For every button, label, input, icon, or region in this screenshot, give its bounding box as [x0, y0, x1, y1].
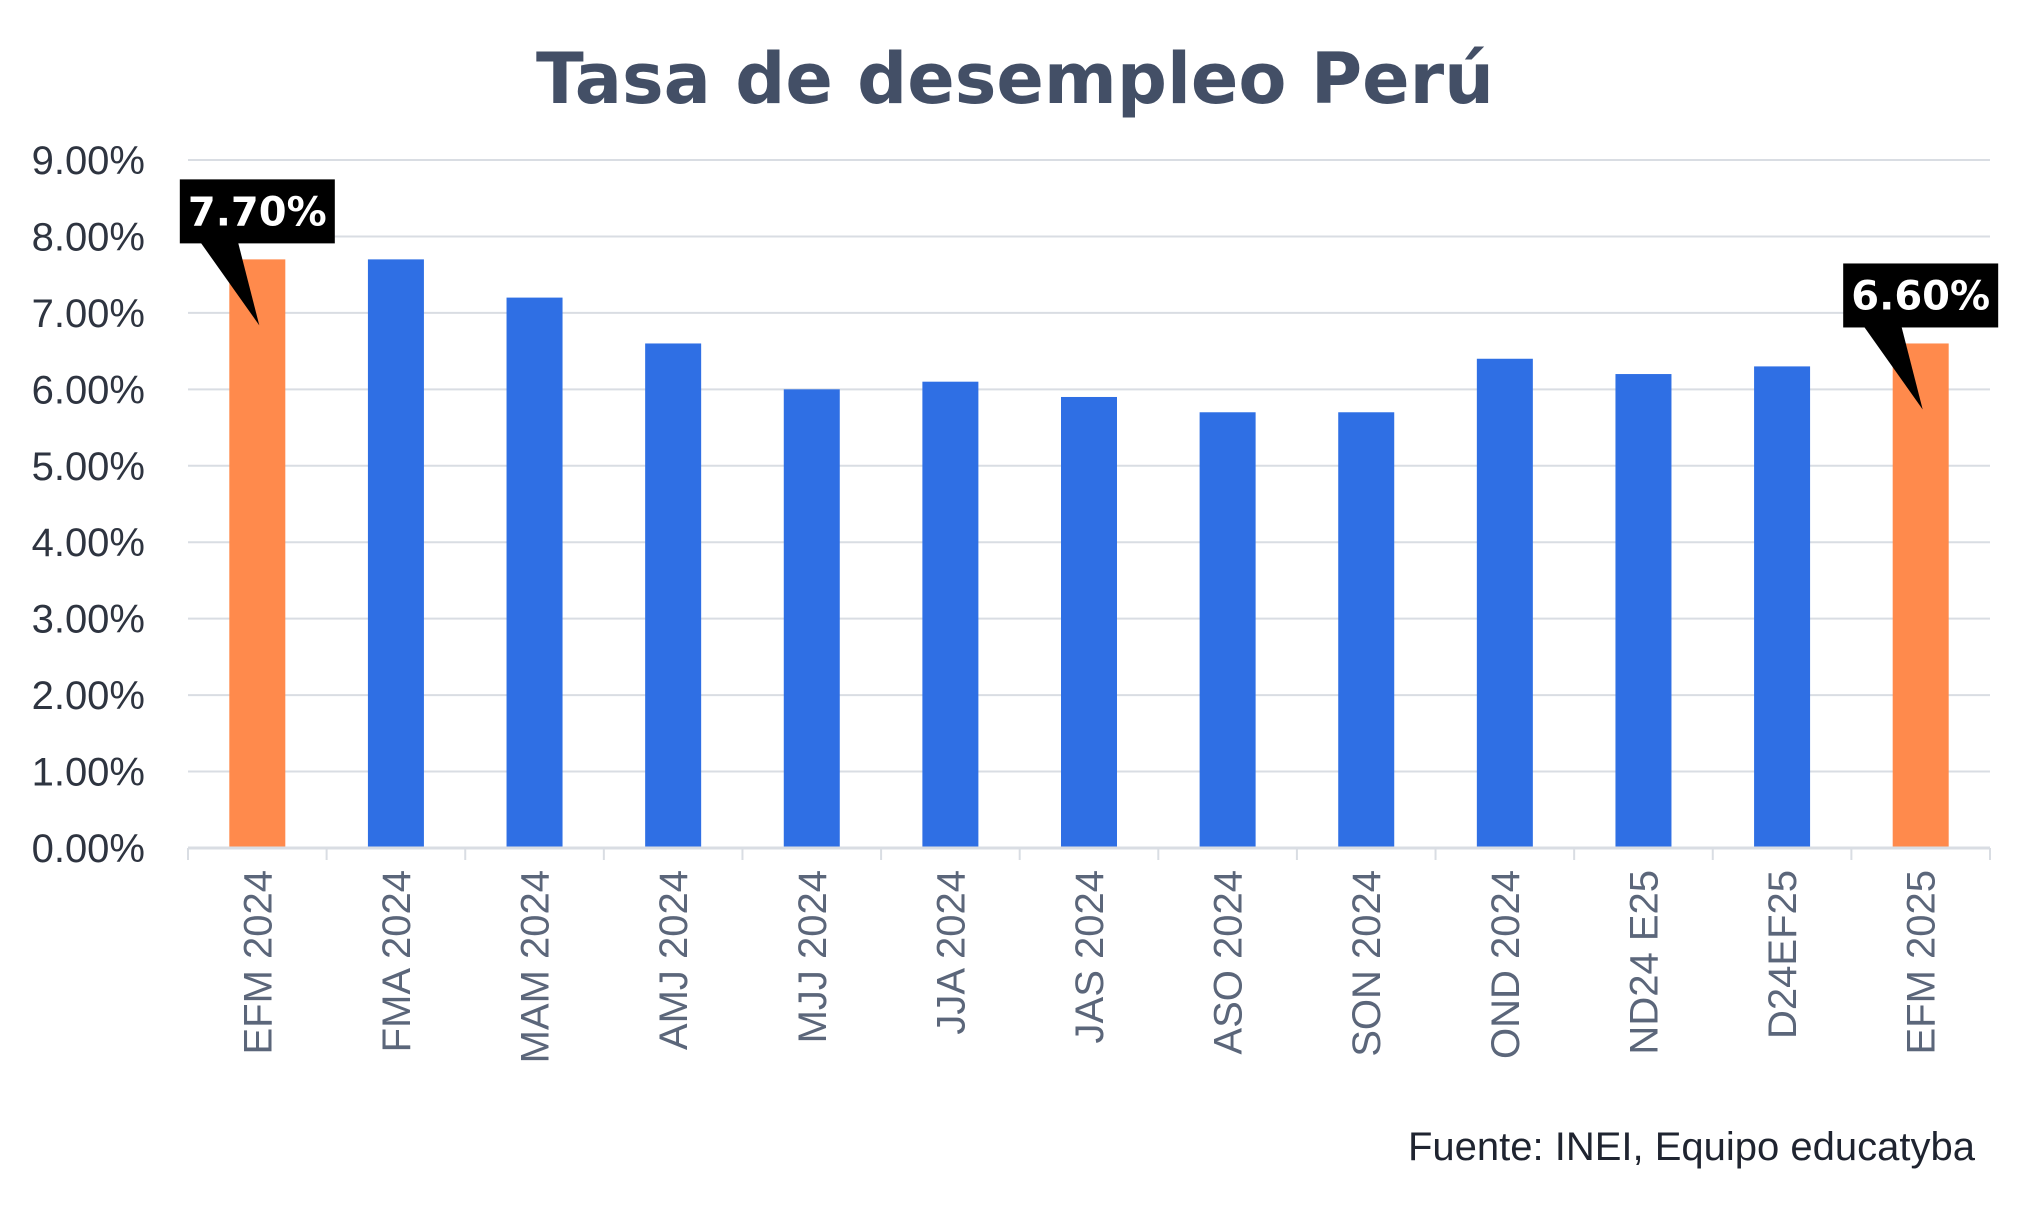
chart-title: Tasa de desempleo Perú [536, 38, 1494, 120]
bar-mjj-2024 [783, 389, 840, 848]
x-tick-label: EFM 2025 [1900, 870, 1944, 1055]
bar-fma-2024 [367, 259, 424, 848]
y-tick-label: 8.00% [32, 215, 145, 259]
callout-box [1843, 263, 1999, 328]
bar-jja-2024 [922, 381, 979, 848]
x-tick-label: MJJ 2024 [791, 870, 835, 1043]
x-tick-label: EFM 2024 [236, 870, 280, 1055]
callout-0: 7.70% [179, 179, 335, 326]
x-tick-label: MAM 2024 [514, 870, 558, 1063]
x-tick-label: FMA 2024 [375, 870, 419, 1052]
x-tick-label: OND 2024 [1484, 870, 1528, 1059]
bars [229, 259, 1949, 849]
bar-ond-2024 [1476, 358, 1533, 848]
y-axis: 0.00% 1.00% 2.00% 3.00% 4.00% 5.00% 6.00% 7.00%… [32, 139, 145, 871]
x-axis: EFM 2024 FMA 2024 MAM 2024 AMJ 2024 MJJ 2024… [187, 846, 1991, 1063]
y-tick-label: 7.00% [32, 292, 145, 336]
bar-nd24-e25 [1615, 374, 1672, 848]
x-tick-label: AMJ 2024 [652, 870, 696, 1050]
callout-box [179, 179, 335, 244]
y-tick-label: 4.00% [32, 521, 145, 565]
x-tick-label: JJA 2024 [929, 870, 973, 1035]
x-tick-label: D24EF25 [1761, 870, 1805, 1039]
data-label: 7.70% [188, 189, 327, 235]
bar-aso-2024 [1199, 412, 1256, 848]
bar-jas-2024 [1061, 396, 1117, 848]
callout-pointer [1863, 325, 1923, 410]
y-tick-label: 2.00% [32, 674, 145, 718]
data-label: 6.60% [1851, 273, 1990, 319]
y-tick-label: 3.00% [32, 598, 145, 642]
callout-pointer [199, 241, 260, 326]
callout-12: 6.60% [1843, 263, 1999, 410]
bar-amj-2024 [645, 343, 702, 848]
bar-efm-2024 [229, 259, 286, 848]
source-note: Fuente: INEI, Equipo educatyba [1408, 1125, 1976, 1169]
bar-d24ef25 [1754, 366, 1811, 848]
y-tick-label: 0.00% [32, 827, 145, 871]
y-tick-label: 6.00% [32, 368, 145, 412]
y-tick-label: 9.00% [32, 139, 145, 183]
y-tick-label: 5.00% [32, 445, 145, 489]
bar-mam-2024 [506, 297, 563, 849]
callouts: 7.70% 6.60% [179, 179, 1999, 410]
x-tick-label: ND24 E25 [1622, 870, 1666, 1055]
bar-efm-2025 [1892, 343, 1949, 848]
y-tick-label: 1.00% [32, 751, 145, 795]
x-tick-label: ASO 2024 [1207, 870, 1251, 1055]
x-tick-label: JAS 2024 [1068, 870, 1112, 1043]
x-tick-label: SON 2024 [1345, 870, 1389, 1057]
bar-son-2024 [1338, 412, 1395, 848]
